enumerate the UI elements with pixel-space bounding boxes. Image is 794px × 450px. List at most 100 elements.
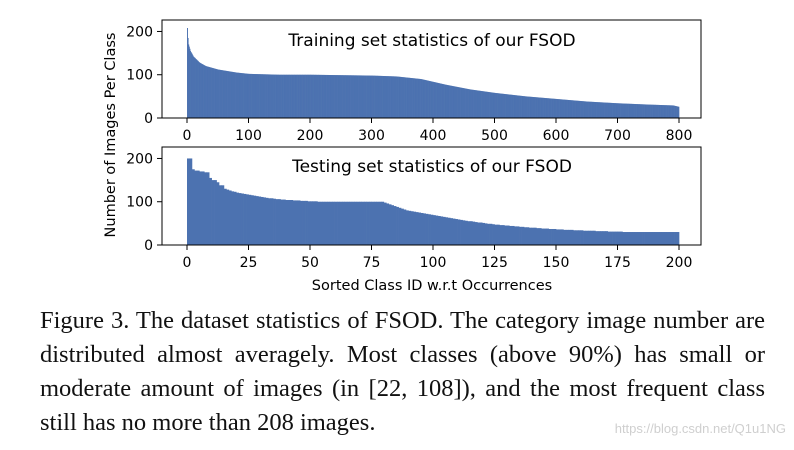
bar (244, 73, 246, 118)
bar (189, 158, 193, 245)
bar (568, 100, 570, 118)
bar (328, 74, 330, 118)
bar (615, 103, 617, 118)
bar (394, 76, 396, 118)
bar (415, 78, 417, 118)
bar (389, 76, 391, 118)
bar (526, 227, 530, 245)
bar (667, 105, 669, 118)
bar (585, 230, 589, 245)
bar (383, 202, 387, 245)
bar (417, 78, 418, 118)
bar (512, 94, 514, 118)
bar (341, 75, 343, 118)
bar (236, 192, 240, 245)
bar (599, 102, 601, 118)
bar (556, 99, 558, 118)
bar (198, 61, 200, 118)
bar (565, 229, 569, 245)
bar (592, 230, 596, 245)
bar (545, 98, 547, 118)
bar (312, 201, 316, 245)
bar (594, 102, 596, 118)
bar (357, 75, 359, 118)
bar (447, 85, 449, 118)
bar (378, 201, 382, 245)
bar (264, 74, 266, 118)
bar (226, 71, 228, 118)
bar (333, 75, 335, 118)
bar (423, 79, 425, 118)
bar (238, 72, 240, 118)
bar (260, 74, 262, 118)
bar (516, 95, 517, 118)
bar (258, 196, 262, 245)
bar (412, 78, 414, 118)
bar (536, 228, 540, 246)
bar (312, 74, 314, 118)
bar (230, 71, 232, 118)
x-tick-label: 50 (301, 255, 319, 271)
bar (548, 98, 550, 118)
bar (363, 75, 365, 118)
bar (344, 201, 348, 245)
bar (639, 232, 643, 245)
bar (366, 75, 368, 118)
bar (372, 75, 374, 118)
x-tick-label: 400 (420, 128, 447, 144)
bar (548, 98, 549, 118)
bar (583, 101, 585, 118)
bar (639, 104, 641, 118)
bar (191, 169, 195, 245)
bar (647, 104, 648, 118)
bar (579, 100, 581, 118)
bar (292, 74, 294, 118)
bar (564, 99, 566, 118)
bar (209, 67, 211, 118)
bar (403, 77, 405, 118)
bar (617, 231, 621, 245)
bar (213, 68, 215, 118)
bar (239, 72, 241, 118)
bar (372, 75, 374, 118)
bar (437, 83, 439, 118)
bar (233, 72, 235, 118)
bar (426, 80, 428, 118)
bar (317, 201, 321, 245)
bar (610, 102, 612, 118)
bar (517, 95, 519, 118)
bar (210, 67, 212, 118)
bar (583, 101, 585, 118)
bar (614, 103, 616, 118)
bar (460, 219, 463, 245)
bar (410, 78, 412, 118)
bar (411, 78, 413, 118)
bar (464, 88, 466, 118)
bar (580, 230, 584, 245)
bar (215, 68, 217, 118)
bar (538, 97, 540, 118)
bar (511, 94, 513, 118)
bar (468, 89, 470, 118)
bar (581, 101, 583, 118)
bar (619, 231, 623, 245)
bar (320, 74, 322, 118)
bar (374, 75, 376, 118)
bar (231, 71, 233, 118)
bar (297, 74, 299, 118)
bar (452, 218, 456, 245)
bar (300, 74, 302, 118)
bar (393, 76, 394, 118)
bar (364, 75, 366, 118)
bar (482, 91, 484, 118)
bar (544, 98, 546, 118)
x-tick-label: 0 (183, 255, 192, 271)
bar (626, 103, 628, 118)
bar (227, 71, 229, 118)
bar (582, 101, 584, 118)
bar (343, 75, 345, 118)
bar (536, 97, 538, 118)
bar (330, 75, 332, 118)
bar (552, 98, 554, 118)
bar (348, 75, 350, 118)
